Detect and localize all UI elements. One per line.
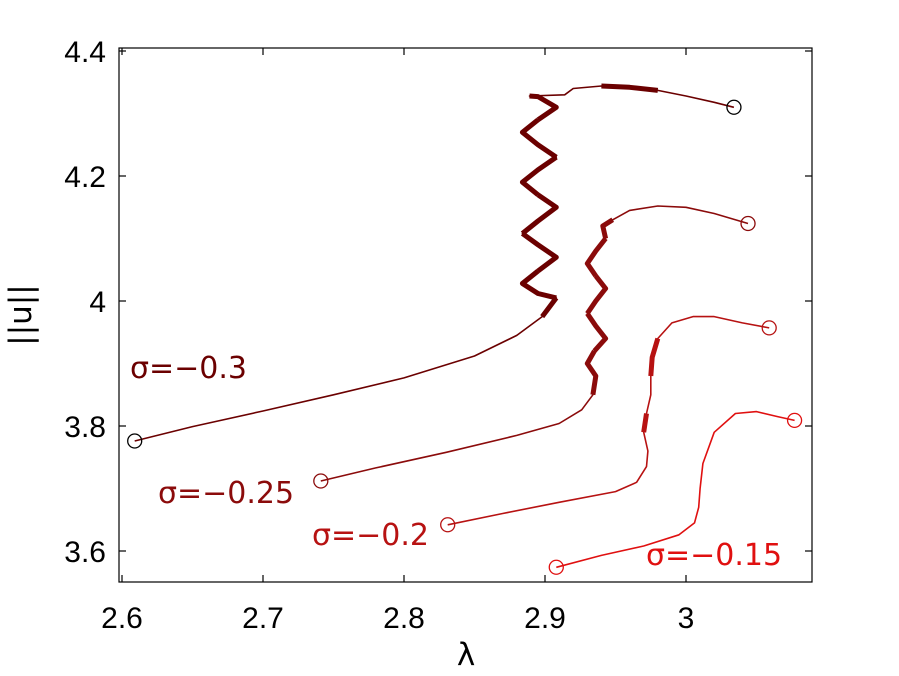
y-tick-label: 4.4 [64,36,106,69]
y-tick-label: 4.2 [64,161,106,194]
start-marker [440,517,456,533]
end-marker [740,215,756,232]
series-3 [548,410,803,575]
x-tick-label: 2.6 [101,602,143,635]
x-tick-label: 2.7 [242,602,284,635]
series-0 [127,83,742,449]
unstable-segment [600,217,615,240]
series-line [447,315,770,526]
x-tick-label: 3 [678,602,695,635]
series-annotation: σ=−0.25 [158,476,294,511]
series-annotation: σ=−0.2 [312,518,429,553]
y-tick-label: 4 [89,286,106,319]
x-tick-label: 2.9 [524,602,566,635]
y-axis: 3.6 3.8 4 4.2 4.4 [64,36,812,569]
series-layer [127,83,803,575]
start-marker [548,559,564,575]
unstable-segment [529,93,559,122]
y-tick-label: 3.6 [64,536,106,569]
unstable-segment [641,413,649,433]
unstable-segment [584,236,608,278]
unstable-segment [520,231,559,274]
unstable-segment [540,296,559,319]
unstable-segment [585,274,609,315]
x-axis-label: λ [457,637,475,673]
unstable-segment [648,337,661,377]
series-line [556,410,795,569]
y-tick-label: 3.8 [64,411,106,444]
end-marker [726,99,742,115]
unstable-segment [601,83,659,93]
unstable-segment [519,155,558,197]
unstable-segment [520,192,559,236]
series-annotation: σ=−0.15 [646,538,782,573]
end-marker [786,412,803,429]
start-marker [127,433,143,449]
series-annotation: σ=−0.3 [130,351,247,386]
series-2 [440,315,777,533]
plot-area [118,47,813,583]
series-1 [313,205,756,489]
x-tick-label: 2.8 [383,602,425,635]
unstable-segment [584,349,599,396]
unstable-segment [519,117,558,160]
unstable-segment [585,312,609,353]
y-axis-label: ||u|| [3,284,39,345]
start-marker [313,473,329,489]
annotation-layer: σ=−0.3 σ=−0.25 σ=−0.2 σ=−0.15 [130,351,782,573]
end-marker [761,320,777,336]
x-axis: 2.6 2.7 2.8 2.9 3 [101,48,694,635]
unstable-segment [519,269,557,301]
